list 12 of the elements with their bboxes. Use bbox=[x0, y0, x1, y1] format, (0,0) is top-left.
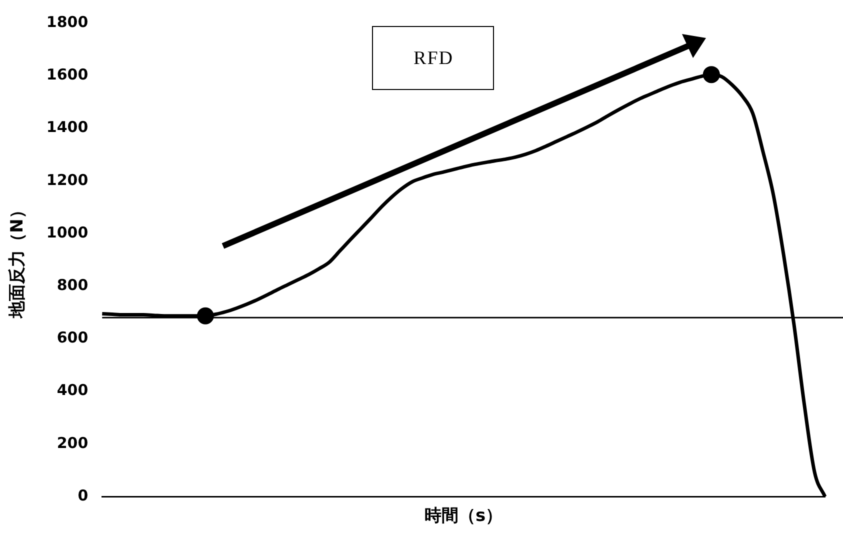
y-tick-label: 400 bbox=[56, 381, 88, 400]
y-tick-label: 1800 bbox=[46, 12, 88, 31]
y-tick-label: 1400 bbox=[46, 118, 88, 136]
y-tick-label: 600 bbox=[56, 328, 88, 347]
y-tick-label: 800 bbox=[56, 276, 88, 294]
y-tick-label: 1600 bbox=[46, 66, 88, 84]
x-axis-title: 時間（s） bbox=[424, 506, 503, 526]
y-tick-label: 1000 bbox=[46, 223, 88, 242]
y-tick-label: 200 bbox=[56, 434, 88, 452]
y-axis-title: 地面反力（N） bbox=[8, 202, 28, 319]
y-tick-label: 1200 bbox=[46, 170, 88, 189]
y-tick-label: 0 bbox=[78, 486, 88, 504]
